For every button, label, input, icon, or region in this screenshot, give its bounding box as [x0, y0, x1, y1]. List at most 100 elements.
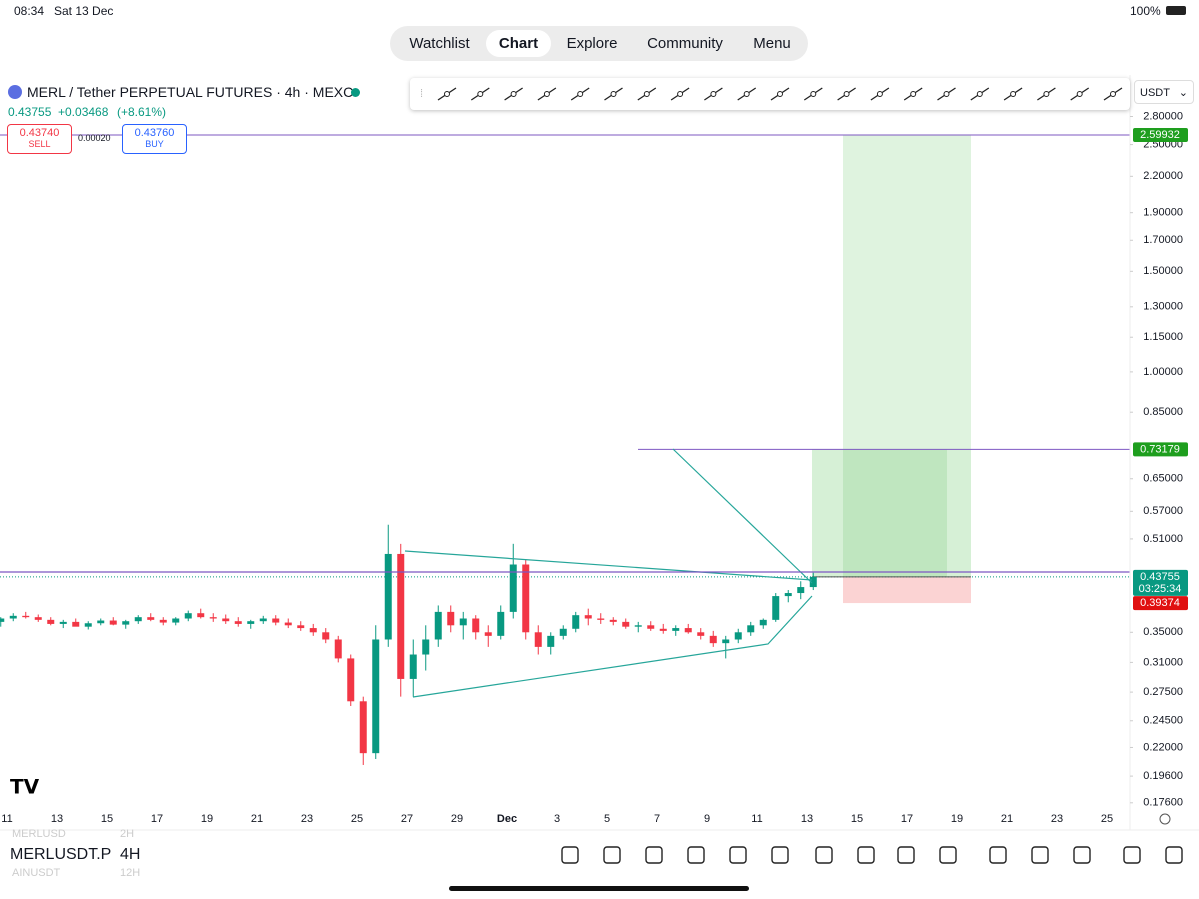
y-tick-label: 2.80000	[1143, 110, 1183, 122]
current-interval[interactable]: 4H	[120, 846, 141, 863]
toolbar-button[interactable]	[897, 846, 915, 864]
candle-body	[459, 618, 467, 626]
candle-body	[147, 617, 155, 620]
nav-tab[interactable]: Chart	[498, 35, 539, 52]
x-tick-label: Dec	[497, 813, 517, 825]
toolbar-button[interactable]	[857, 846, 875, 864]
candle-body	[422, 639, 430, 655]
nav-tab[interactable]: Watchlist	[409, 35, 470, 52]
x-tick-label: 3	[554, 813, 560, 825]
y-tick-label: 0.31000	[1143, 656, 1183, 668]
y-tick-label: 1.30000	[1143, 301, 1183, 313]
toolbar-button[interactable]	[1123, 846, 1141, 864]
price-tag-label: 0.39374	[1140, 597, 1180, 609]
tool-icon-dot	[1043, 91, 1050, 97]
tv-logo: 𝗧𝗩	[10, 776, 40, 798]
price-tag-bg	[1133, 442, 1188, 457]
tool-icon-dot	[876, 91, 883, 97]
price-tag-label: 0.73179	[1140, 443, 1180, 455]
candle-body	[659, 628, 667, 631]
toolbar-button[interactable]	[1165, 846, 1183, 864]
toolbar-button[interactable]	[1073, 846, 1091, 864]
tool-icon-dot	[643, 91, 650, 97]
current-symbol[interactable]: MERLUSDT.P	[10, 846, 112, 863]
tool-icon-dot	[810, 91, 817, 97]
y-tick-label: 1.70000	[1143, 234, 1183, 246]
candle-body	[472, 618, 480, 633]
y-tick-label: 1.15000	[1143, 331, 1183, 343]
y-tick-label: 1.50000	[1143, 265, 1183, 277]
y-tick-label: 1.00000	[1143, 366, 1183, 378]
candle-body	[284, 622, 292, 626]
toolbar-button[interactable]	[561, 846, 579, 864]
x-tick-label: 13	[801, 813, 813, 825]
tool-icon-dot	[1010, 91, 1017, 97]
tool-icon-dot	[710, 91, 717, 97]
sell-button[interactable]: 0.43740 SELL	[7, 124, 72, 154]
candle-body	[484, 632, 492, 636]
x-tick-label: 19	[201, 813, 213, 825]
toolbar-button[interactable]	[603, 846, 621, 864]
toolbar-button[interactable]	[815, 846, 833, 864]
candle-body	[0, 618, 5, 622]
toolbar-button[interactable]	[771, 846, 789, 864]
candle-body	[122, 621, 130, 625]
grip: ⁞	[420, 88, 423, 100]
y-tick-label: 0.65000	[1143, 473, 1183, 485]
toolbar-button[interactable]	[687, 846, 705, 864]
drawing-toolbar: ⁞	[410, 78, 1156, 110]
interval-above[interactable]: 2H	[120, 828, 135, 840]
candle-body	[97, 620, 105, 624]
toolbar-button[interactable]	[729, 846, 747, 864]
buy-button[interactable]: 0.43760 BUY	[122, 124, 187, 154]
settings-icon[interactable]	[1159, 813, 1171, 825]
candle-body	[159, 619, 167, 623]
y-tick-label: 0.17600	[1143, 797, 1183, 809]
price-tag-label: 2.59932	[1140, 129, 1180, 141]
x-tick-label: 21	[1001, 813, 1013, 825]
trend-line	[672, 448, 813, 584]
nav-tab[interactable]: Menu	[753, 35, 791, 52]
market-status	[351, 88, 360, 97]
symbol-above[interactable]: MERLUSD	[12, 828, 66, 840]
home-indicator	[449, 886, 749, 891]
y-tick-label: 0.27500	[1143, 686, 1183, 698]
candle-body	[497, 611, 505, 636]
tool-icon-dot	[910, 91, 917, 97]
bottom-toolbar	[561, 846, 1183, 864]
candle-body	[759, 619, 767, 626]
currency-select[interactable]: USDT ⌄	[1134, 80, 1194, 104]
x-tick-label: 29	[451, 813, 463, 825]
candle-body	[84, 623, 92, 627]
x-tick-label: 23	[1051, 813, 1063, 825]
profit-zone-inner	[843, 449, 947, 577]
sell-price: 0.43740	[19, 127, 60, 139]
tool-icon-dot	[1076, 91, 1083, 97]
price-tag-bg	[1133, 596, 1188, 611]
candle-body	[434, 611, 442, 640]
candle-body	[409, 654, 417, 679]
tool-icon-dot	[777, 91, 783, 97]
candle-body	[597, 618, 605, 620]
price-tag: 0.73179	[1133, 442, 1188, 457]
candle-body	[797, 587, 805, 594]
toolbar-button[interactable]	[939, 846, 957, 864]
toolbar-button[interactable]	[645, 846, 663, 864]
candle-body	[722, 639, 730, 644]
symbol-below[interactable]: AINUSDT	[12, 867, 61, 879]
tool-icon-dot	[610, 91, 617, 97]
price-tag: 2.59932	[1133, 127, 1188, 142]
candle-body	[622, 621, 630, 627]
toolbar-button[interactable]	[989, 846, 1007, 864]
candle-body	[397, 553, 405, 679]
toolbar-button[interactable]	[1031, 846, 1049, 864]
candle-body	[509, 564, 517, 612]
x-tick-label: 11	[1, 813, 12, 825]
nav-tab[interactable]: Explore	[566, 35, 618, 52]
x-tick-label: 5	[604, 813, 610, 825]
symbol-title[interactable]: MERL / Tether PERPETUAL FUTURES · 4h · M…	[27, 84, 354, 100]
candle-body	[522, 564, 530, 633]
nav-tab[interactable]: Community	[647, 35, 723, 52]
interval-below[interactable]: 12H	[120, 867, 141, 879]
candle-body	[534, 632, 542, 647]
